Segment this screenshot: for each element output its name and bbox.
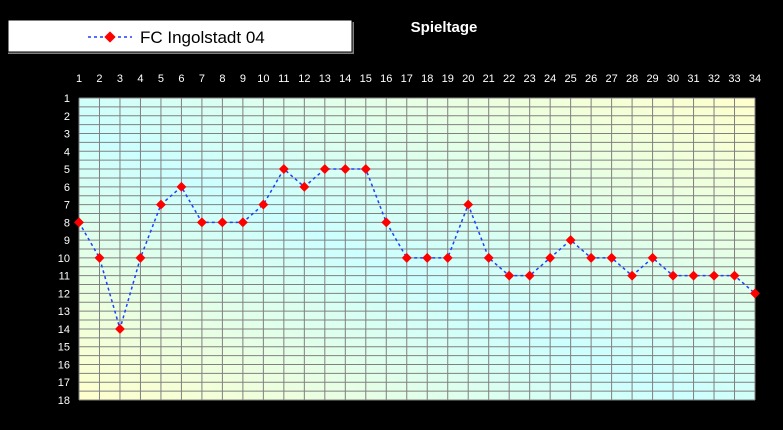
y-tick-label: 7 <box>64 200 70 212</box>
x-tick-label: 5 <box>158 73 164 85</box>
data-point-marker <box>709 270 719 281</box>
x-tick-label: 32 <box>708 73 720 85</box>
x-tick-label: 3 <box>117 73 123 85</box>
data-point-marker <box>668 270 679 281</box>
data-point-marker <box>442 252 453 263</box>
x-tick-label: 28 <box>626 73 638 85</box>
y-tick-label: 1 <box>64 93 70 105</box>
y-tick-label: 5 <box>64 164 70 176</box>
x-tick-label: 20 <box>462 73 474 85</box>
data-point-marker <box>299 181 310 192</box>
data-point-marker <box>401 252 412 263</box>
data-point-marker <box>155 199 166 210</box>
x-tick-label: 24 <box>544 73 556 85</box>
legend-marker-sample <box>104 31 116 43</box>
x-tick-label: 14 <box>339 73 351 85</box>
x-tick-label: 4 <box>137 73 143 85</box>
data-point-marker <box>565 235 576 246</box>
x-axis-tick-labels: 1 2 3 4 5 6 7 8 9 10 11 12 13 14 15 16 17 18 19 20 21 22 23 24 2… <box>76 73 761 85</box>
x-tick-label: 8 <box>219 73 225 85</box>
data-point-marker <box>176 181 187 192</box>
x-tick-label: 6 <box>178 73 184 85</box>
x-tick-label: 30 <box>667 73 679 85</box>
y-tick-label: 10 <box>58 253 70 265</box>
x-tick-label: 34 <box>749 73 761 85</box>
data-point-marker <box>340 164 351 175</box>
data-point-marker <box>504 270 515 281</box>
data-point-marker <box>545 252 556 263</box>
y-tick-label: 8 <box>64 217 70 229</box>
data-point-marker <box>586 252 597 263</box>
data-point-marker <box>217 217 228 228</box>
y-tick-label: 2 <box>64 111 70 123</box>
x-tick-label: 29 <box>646 73 658 85</box>
x-tick-label: 23 <box>524 73 536 85</box>
data-point-marker <box>135 252 146 263</box>
data-point-marker <box>606 252 617 263</box>
x-tick-label: 19 <box>442 73 454 85</box>
data-point-marker <box>647 252 658 263</box>
legend-box-inner <box>7 19 353 53</box>
grid-lines <box>78 97 756 401</box>
series-line-fc-ingolstadt <box>78 167 756 332</box>
data-point-marker <box>524 270 535 281</box>
y-tick-label: 4 <box>64 146 70 158</box>
legend: FC Ingolstadt 04 <box>7 19 354 54</box>
x-tick-label: 27 <box>605 73 617 85</box>
y-tick-label: 14 <box>58 324 70 336</box>
data-point-marker <box>483 252 494 263</box>
x-tick-label: 33 <box>728 73 740 85</box>
data-point-marker <box>278 164 289 175</box>
y-tick-label: 11 <box>59 271 70 283</box>
data-point-marker <box>381 217 392 228</box>
data-point-marker <box>74 217 84 228</box>
data-point-marker <box>319 164 330 175</box>
x-tick-label: 17 <box>401 73 413 85</box>
y-tick-label: 13 <box>58 306 70 318</box>
data-point-marker <box>688 270 699 281</box>
y-tick-label: 17 <box>58 377 70 389</box>
data-point-marker <box>729 270 740 281</box>
x-tick-label: 2 <box>96 73 102 85</box>
x-tick-label: 7 <box>199 73 205 85</box>
data-point-marker <box>196 217 207 228</box>
x-tick-label: 10 <box>257 73 269 85</box>
data-point-marker <box>360 164 371 175</box>
x-tick-label: 12 <box>298 73 310 85</box>
x-tick-label: 9 <box>240 73 246 85</box>
data-point-marker <box>237 217 248 228</box>
x-tick-label: 15 <box>360 73 372 85</box>
data-point-marker <box>750 288 760 299</box>
y-tick-label: 16 <box>58 359 70 371</box>
y-tick-label: 3 <box>64 129 70 141</box>
data-point-marker <box>627 270 638 281</box>
data-point-marker <box>463 199 474 210</box>
x-tick-label: 18 <box>421 73 433 85</box>
x-tick-label: 22 <box>503 73 515 85</box>
x-tick-label: 26 <box>585 73 597 85</box>
y-tick-label: 18 <box>58 395 70 407</box>
data-point-marker <box>258 199 269 210</box>
x-tick-label: 21 <box>483 73 495 85</box>
y-tick-label: 9 <box>64 235 70 247</box>
x-tick-label: 13 <box>319 73 331 85</box>
legend-label: FC Ingolstadt 04 <box>140 28 265 47</box>
chart-title: Spieltage <box>411 19 478 36</box>
x-tick-label: 31 <box>687 73 699 85</box>
x-tick-label: 1 <box>76 73 82 85</box>
y-tick-label: 6 <box>64 182 70 194</box>
x-tick-label: 11 <box>278 73 289 85</box>
series-markers <box>74 164 760 334</box>
y-tick-label: 15 <box>58 342 70 354</box>
data-point-marker <box>422 252 433 263</box>
x-tick-label: 25 <box>565 73 577 85</box>
x-tick-label: 16 <box>380 73 392 85</box>
y-tick-label: 12 <box>58 288 70 300</box>
